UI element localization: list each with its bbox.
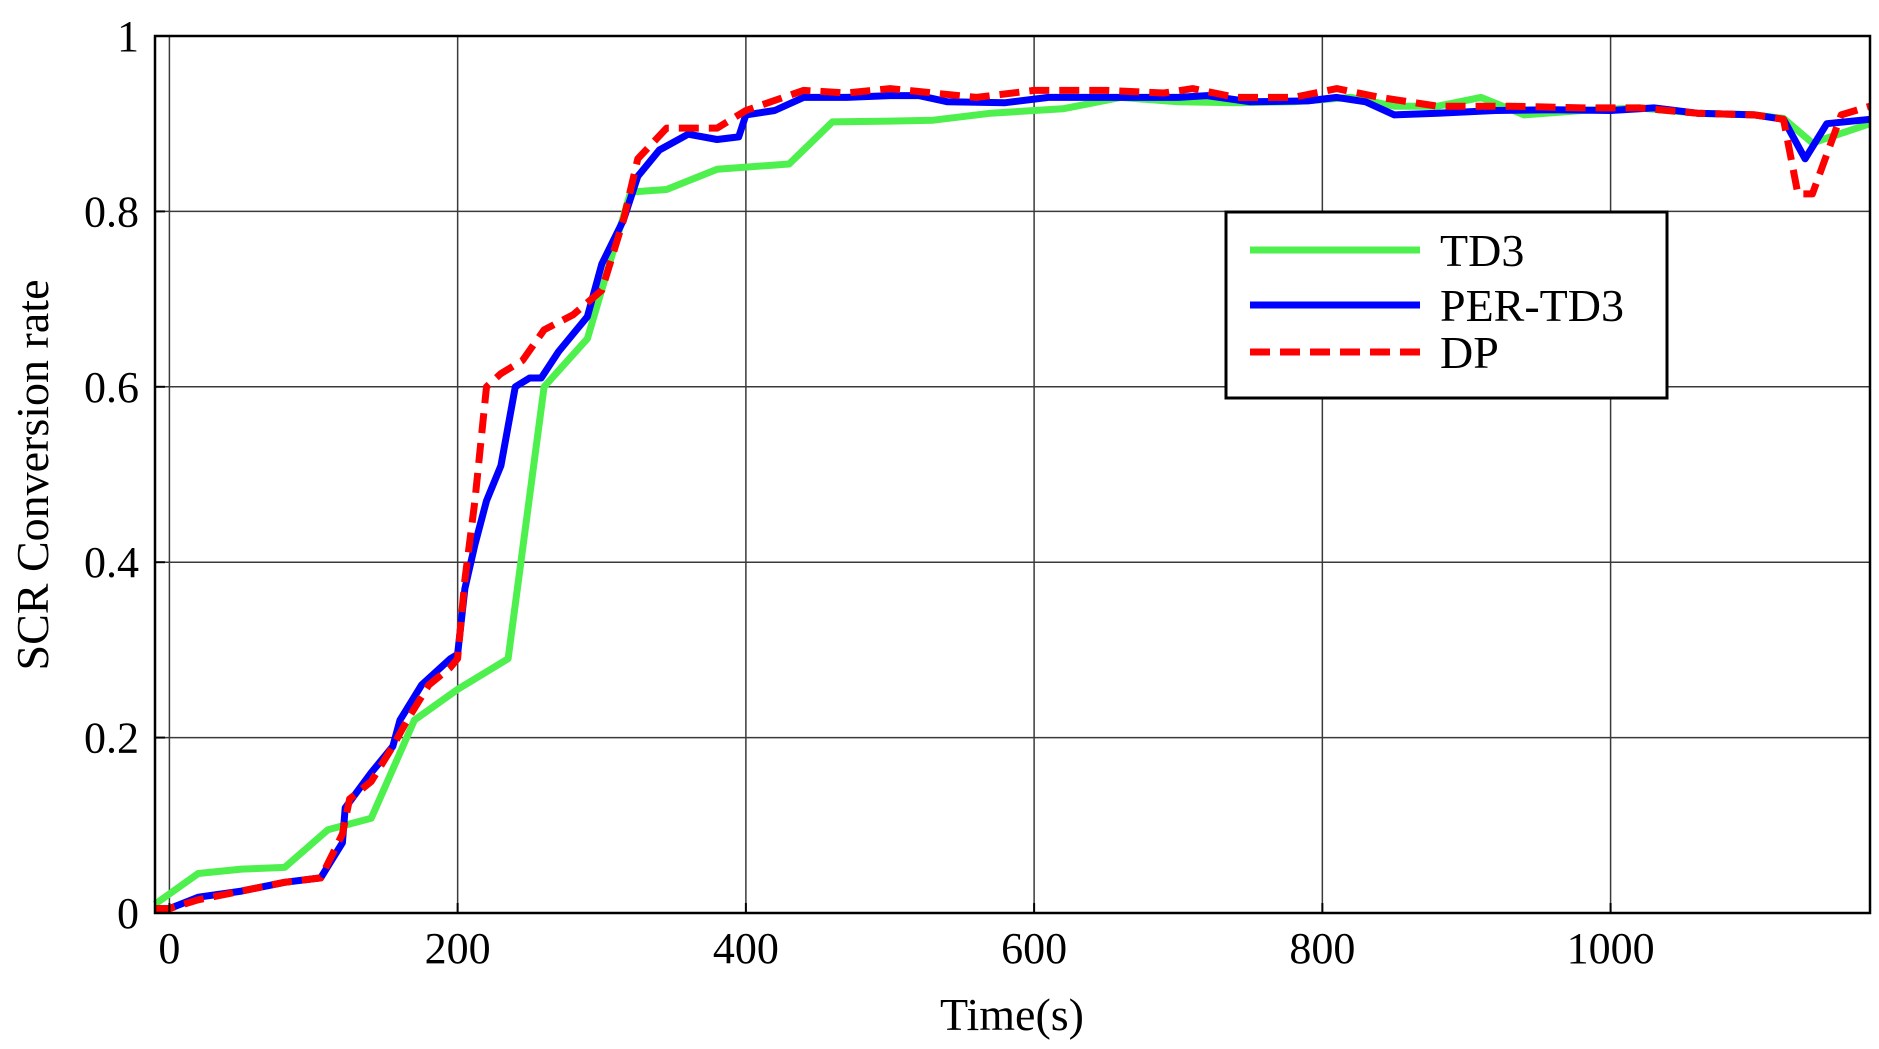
legend-label-td3: TD3 — [1440, 225, 1524, 276]
x-tick-label: 0 — [158, 924, 180, 973]
x-tick-label: 1000 — [1567, 924, 1655, 973]
x-tick-label: 600 — [1001, 924, 1067, 973]
y-tick-label: 0.8 — [84, 187, 139, 236]
x-axis-title: Time(s) — [940, 989, 1084, 1040]
legend-label-per-td3: PER-TD3 — [1440, 280, 1624, 331]
x-tick-label: 800 — [1289, 924, 1355, 973]
tick-labels: 0 200 400 600 800 1000 0 0.2 0.4 0.6 0.8 1 — [84, 12, 1655, 973]
series-line-dp — [155, 85, 1872, 913]
plot-frame — [153, 34, 1872, 915]
y-tick-label: 0.2 — [84, 714, 139, 763]
y-tick-label: 1 — [117, 12, 139, 61]
x-tick-label: 400 — [713, 924, 779, 973]
y-tick-label: 0 — [117, 889, 139, 938]
x-tick-label: 200 — [425, 924, 491, 973]
series-line-per-td3 — [155, 92, 1871, 913]
y-tick-label: 0.6 — [84, 363, 139, 412]
y-axis-title: SCR Conversion rate — [7, 280, 58, 671]
legend-label-dp: DP — [1440, 327, 1499, 378]
legend: TD3 PER-TD3 DP — [1224, 210, 1669, 400]
data-series — [152, 85, 1872, 913]
plot-area — [155, 36, 1870, 913]
y-tick-label: 0.4 — [84, 538, 139, 587]
